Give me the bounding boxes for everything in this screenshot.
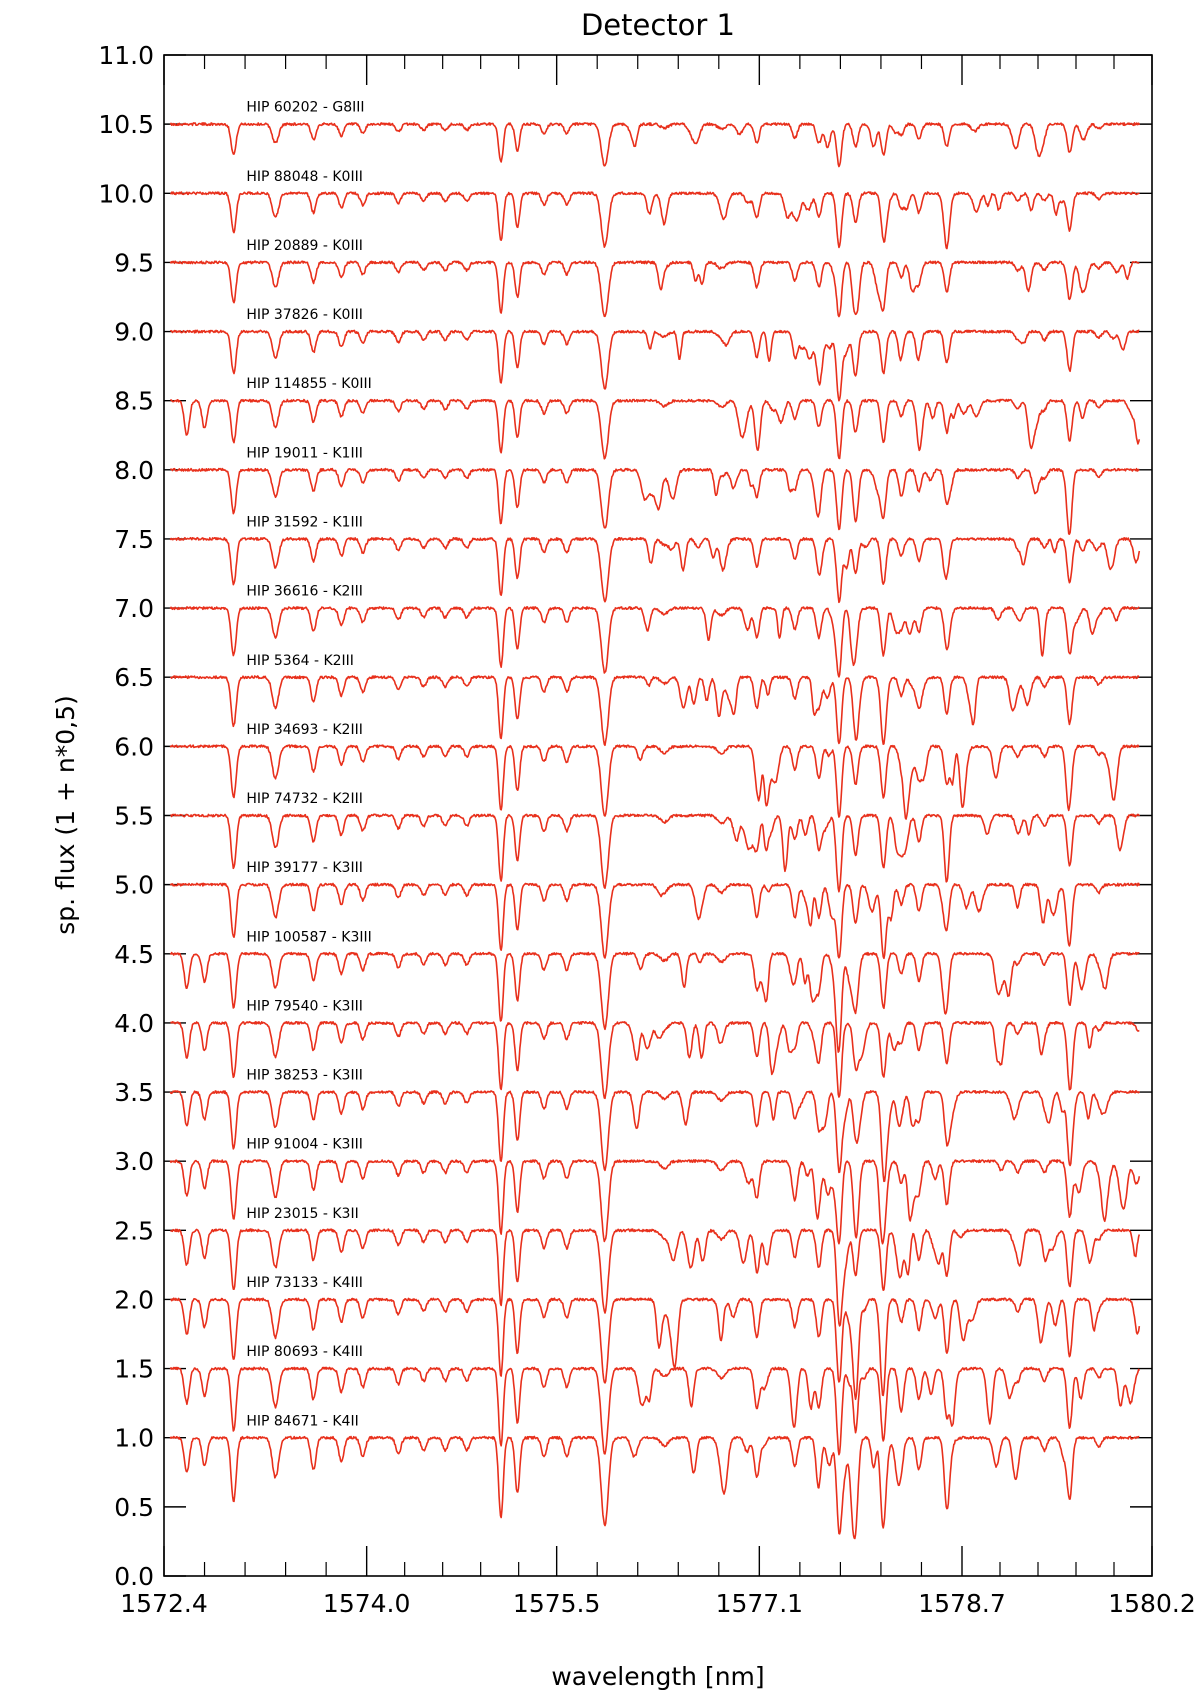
x-tick-label: 1572.4 (120, 1589, 207, 1618)
series-label: HIP 19011 - K1III (246, 445, 363, 461)
y-tick-label: 7.0 (114, 594, 154, 623)
series-label: HIP 100587 - K3III (246, 929, 371, 945)
series-line (170, 813, 1141, 893)
series-lines (169, 122, 1141, 1540)
y-tick-label: 5.0 (114, 871, 154, 900)
series-line (169, 1435, 1140, 1540)
series-line (169, 1090, 1141, 1183)
series-line (169, 467, 1140, 535)
series-line (169, 951, 1140, 1053)
y-tick-label: 10.5 (98, 110, 154, 139)
series-label: HIP 73133 - K4III (246, 1275, 363, 1291)
x-tick-label: 1580.2 (1108, 1589, 1195, 1618)
y-tick-label: 5.5 (114, 802, 154, 831)
series-label: HIP 74732 - K2III (246, 791, 363, 807)
y-tick-label: 10.0 (98, 179, 154, 208)
y-tick-label: 7.5 (114, 525, 154, 554)
series-label: HIP 38253 - K3III (246, 1068, 363, 1084)
y-tick-label: 9.0 (114, 318, 154, 347)
series-label: HIP 88048 - K0III (246, 169, 363, 185)
series-line (169, 1159, 1141, 1245)
x-tick-label: 1574.0 (323, 1589, 410, 1618)
series-line (169, 329, 1140, 402)
series-label: HIP 37826 - K0III (246, 307, 363, 323)
y-tick-label: 9.5 (114, 248, 154, 277)
series-label: HIP 114855 - K0III (246, 376, 371, 392)
y-axis-title: sp. flux (1 + n*0,5) (51, 695, 80, 934)
axis-ticks: 0.0 0.5 1.0 1.5 2.0 2.5 3.0 3.5 4.0 4.5 5.0 5.5 6.0 6… (98, 41, 1195, 1618)
series-line (169, 675, 1140, 747)
series-line (170, 398, 1141, 460)
y-tick-label: 6.5 (114, 663, 154, 692)
x-axis-title: wavelength [nm] (551, 1662, 764, 1691)
series-label: HIP 80693 - K4III (246, 1344, 363, 1360)
series-line (169, 122, 1141, 168)
series-line (169, 1366, 1141, 1456)
x-tick-label: 1578.7 (918, 1589, 1005, 1618)
series-line (169, 536, 1141, 604)
series-label: HIP 91004 - K3III (246, 1137, 363, 1153)
y-tick-label: 11.0 (98, 41, 154, 70)
y-tick-label: 1.5 (114, 1355, 154, 1384)
y-tick-label: 4.0 (114, 1009, 154, 1038)
series-labels: HIP 60202 - G8III HIP 88048 - K0III HIP 20… (246, 100, 371, 1430)
series-line (169, 606, 1140, 678)
series-label: HIP 84671 - K4II (246, 1413, 358, 1429)
series-label: HIP 20889 - K0III (246, 238, 363, 254)
y-tick-label: 8.0 (114, 456, 154, 485)
series-label: HIP 36616 - K2III (246, 584, 363, 600)
series-line (169, 882, 1141, 960)
y-tick-label: 0.0 (114, 1562, 154, 1591)
x-tick-label: 1575.5 (513, 1589, 600, 1618)
y-tick-label: 2.0 (114, 1285, 154, 1314)
y-tick-label: 8.5 (114, 387, 154, 416)
y-tick-label: 3.0 (114, 1147, 154, 1176)
series-label: HIP 5364 - K2III (246, 653, 354, 669)
y-tick-label: 3.5 (114, 1078, 154, 1107)
x-tick-label: 1577.1 (716, 1589, 803, 1618)
series-label: HIP 23015 - K3II (246, 1206, 358, 1222)
series-line (170, 1297, 1141, 1401)
y-tick-label: 2.5 (114, 1216, 154, 1245)
y-tick-label: 4.5 (114, 940, 154, 969)
series-line (169, 744, 1140, 820)
series-label: HIP 79540 - K3III (246, 998, 363, 1014)
series-line (170, 1020, 1140, 1100)
y-tick-label: 6.0 (114, 732, 154, 761)
series-line (170, 1228, 1141, 1327)
y-tick-label: 1.0 (114, 1424, 154, 1453)
chart-title: Detector 1 (581, 8, 735, 42)
series-line (169, 260, 1140, 318)
series-label: HIP 60202 - G8III (246, 100, 364, 116)
series-line (169, 191, 1140, 250)
y-tick-label: 0.5 (114, 1493, 154, 1522)
series-label: HIP 34693 - K2III (246, 722, 363, 738)
series-label: HIP 31592 - K1III (246, 515, 363, 531)
series-label: HIP 39177 - K3III (246, 860, 363, 876)
